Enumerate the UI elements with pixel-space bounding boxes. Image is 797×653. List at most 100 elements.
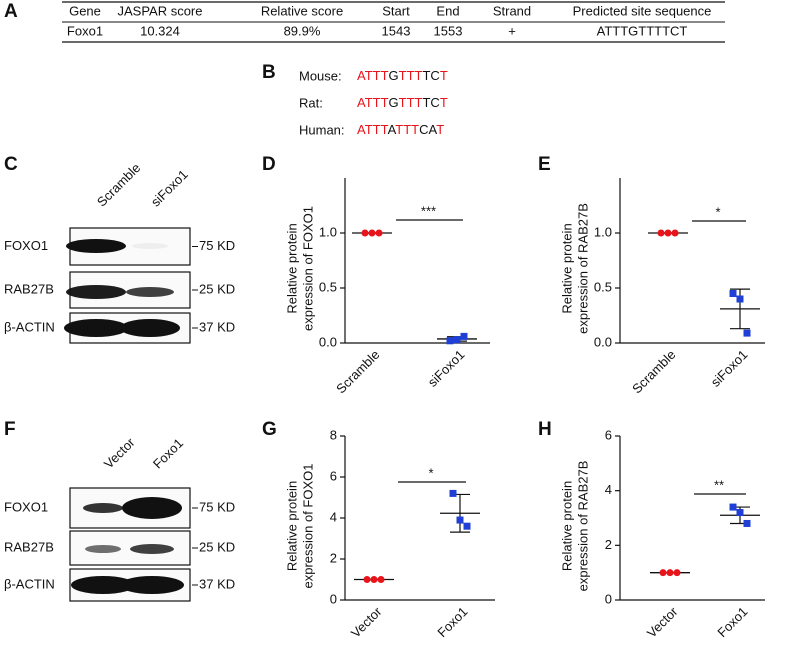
y-tick-label: 0.5 bbox=[319, 279, 337, 294]
panel-label: A bbox=[4, 1, 18, 22]
data-point bbox=[377, 576, 385, 583]
data-point bbox=[743, 519, 751, 527]
sequence-segment: G bbox=[389, 95, 399, 110]
data-point bbox=[657, 229, 665, 237]
table-cell: ATTTGTTTTCT bbox=[597, 23, 688, 38]
y-tick-label: 6 bbox=[330, 468, 337, 483]
y-axis-label: expression of FOXO1 bbox=[300, 206, 315, 331]
y-tick-label: 1.0 bbox=[319, 224, 337, 239]
band-size: 37 KD bbox=[199, 319, 235, 334]
x-tick-label: Vector bbox=[348, 603, 385, 640]
sequence: ATTTGTTTTCT bbox=[357, 68, 448, 83]
sequence-segment: ATTT bbox=[357, 68, 389, 83]
data-point bbox=[446, 337, 454, 345]
panel-label: D bbox=[262, 154, 276, 175]
data-point bbox=[666, 569, 674, 577]
y-axis-label: expression of FOXO1 bbox=[300, 464, 315, 589]
band-name: β-ACTIN bbox=[4, 319, 55, 334]
lane-label: Scramble bbox=[94, 160, 143, 209]
table-cell: 1543 bbox=[382, 23, 411, 38]
species-label: Rat: bbox=[299, 95, 323, 110]
y-tick-label: 0 bbox=[605, 591, 612, 606]
significance-stars: * bbox=[715, 204, 720, 219]
table-cell: Foxo1 bbox=[67, 23, 103, 38]
blot-band bbox=[71, 576, 135, 594]
y-axis-label: expression of RAB27B bbox=[575, 203, 590, 334]
sequence-segment: TTT bbox=[395, 122, 419, 137]
sequence-segment: T bbox=[436, 122, 444, 137]
band-size: 75 KD bbox=[199, 499, 235, 514]
y-tick-label: 1.0 bbox=[594, 224, 612, 239]
lane-label: siFoxo1 bbox=[148, 167, 191, 210]
y-axis-label: Relative protein bbox=[559, 223, 574, 313]
y-axis-label: Relative protein bbox=[284, 223, 299, 313]
band-size: 37 KD bbox=[199, 576, 235, 591]
y-tick-label: 2 bbox=[330, 550, 337, 565]
y-tick-label: 0.0 bbox=[594, 334, 612, 349]
data-point bbox=[664, 229, 672, 237]
data-point bbox=[673, 569, 681, 577]
blot-band bbox=[83, 503, 123, 513]
data-point bbox=[729, 503, 737, 511]
x-tick-label: Vector bbox=[644, 603, 681, 640]
band-name: RAB27B bbox=[4, 539, 54, 554]
sequence-segment: G bbox=[389, 68, 399, 83]
sequence: ATTTATTTCAT bbox=[357, 122, 444, 137]
panel-label: B bbox=[262, 62, 276, 83]
sequence-segment: TC bbox=[422, 68, 439, 83]
sequence: ATTTGTTTTCT bbox=[357, 95, 448, 110]
data-point bbox=[460, 332, 468, 340]
x-tick-label: Scramble bbox=[629, 347, 678, 396]
sequence-segment: TC bbox=[422, 95, 439, 110]
table-header: End bbox=[436, 3, 459, 18]
blot-band bbox=[120, 319, 180, 337]
data-point bbox=[453, 336, 461, 344]
significance-stars: * bbox=[428, 465, 433, 480]
blot-band bbox=[64, 319, 128, 337]
species-label: Human: bbox=[299, 122, 345, 137]
band-size: 75 KD bbox=[199, 238, 235, 253]
table: Gene JASPAR score Relative score Start End St… bbox=[62, 1, 725, 43]
x-tick-label: siFoxo1 bbox=[425, 347, 468, 390]
lane-label: Vector bbox=[101, 434, 138, 471]
data-point bbox=[729, 290, 737, 297]
data-point bbox=[659, 569, 667, 577]
table-header: Relative score bbox=[261, 3, 343, 18]
y-tick-label: 0.0 bbox=[319, 334, 337, 349]
y-tick-label: 8 bbox=[330, 427, 337, 442]
table-cell: + bbox=[508, 23, 516, 38]
data-point bbox=[463, 522, 471, 530]
significance-stars: *** bbox=[421, 203, 436, 218]
sequence-segment: A bbox=[388, 122, 397, 137]
band-size: 25 KD bbox=[199, 539, 235, 554]
y-tick-label: 6 bbox=[605, 427, 612, 442]
blot-band bbox=[85, 545, 121, 553]
table-header: Predicted site sequence bbox=[573, 3, 712, 18]
panel-label: G bbox=[262, 419, 277, 440]
sequence-segment: ATTT bbox=[357, 95, 389, 110]
panel-label: E bbox=[538, 154, 551, 175]
data-point bbox=[363, 576, 371, 583]
table-cell: 10.324 bbox=[140, 23, 180, 38]
x-tick-label: Foxo1 bbox=[714, 604, 750, 640]
table-header: Strand bbox=[493, 3, 531, 18]
y-tick-label: 2 bbox=[605, 537, 612, 552]
blot-band bbox=[66, 285, 126, 299]
band-name: FOXO1 bbox=[4, 499, 48, 514]
sequence-segment: T bbox=[440, 95, 448, 110]
sequence-segment: T bbox=[440, 68, 448, 83]
x-tick-label: siFoxo1 bbox=[708, 347, 751, 390]
lane-label: Foxo1 bbox=[150, 435, 186, 471]
species-label: Mouse: bbox=[299, 68, 342, 83]
y-tick-label: 0.5 bbox=[594, 279, 612, 294]
table-header: Gene bbox=[69, 3, 101, 18]
table-cell: 89.9% bbox=[284, 23, 321, 38]
significance-stars: ** bbox=[714, 477, 724, 492]
table-header: Start bbox=[382, 3, 410, 18]
sequence-segment: TTT bbox=[399, 68, 423, 83]
band-name: FOXO1 bbox=[4, 238, 48, 253]
sequence-segment: TTT bbox=[399, 95, 423, 110]
y-axis-label: Relative protein bbox=[559, 481, 574, 571]
panel-label: H bbox=[538, 419, 552, 440]
